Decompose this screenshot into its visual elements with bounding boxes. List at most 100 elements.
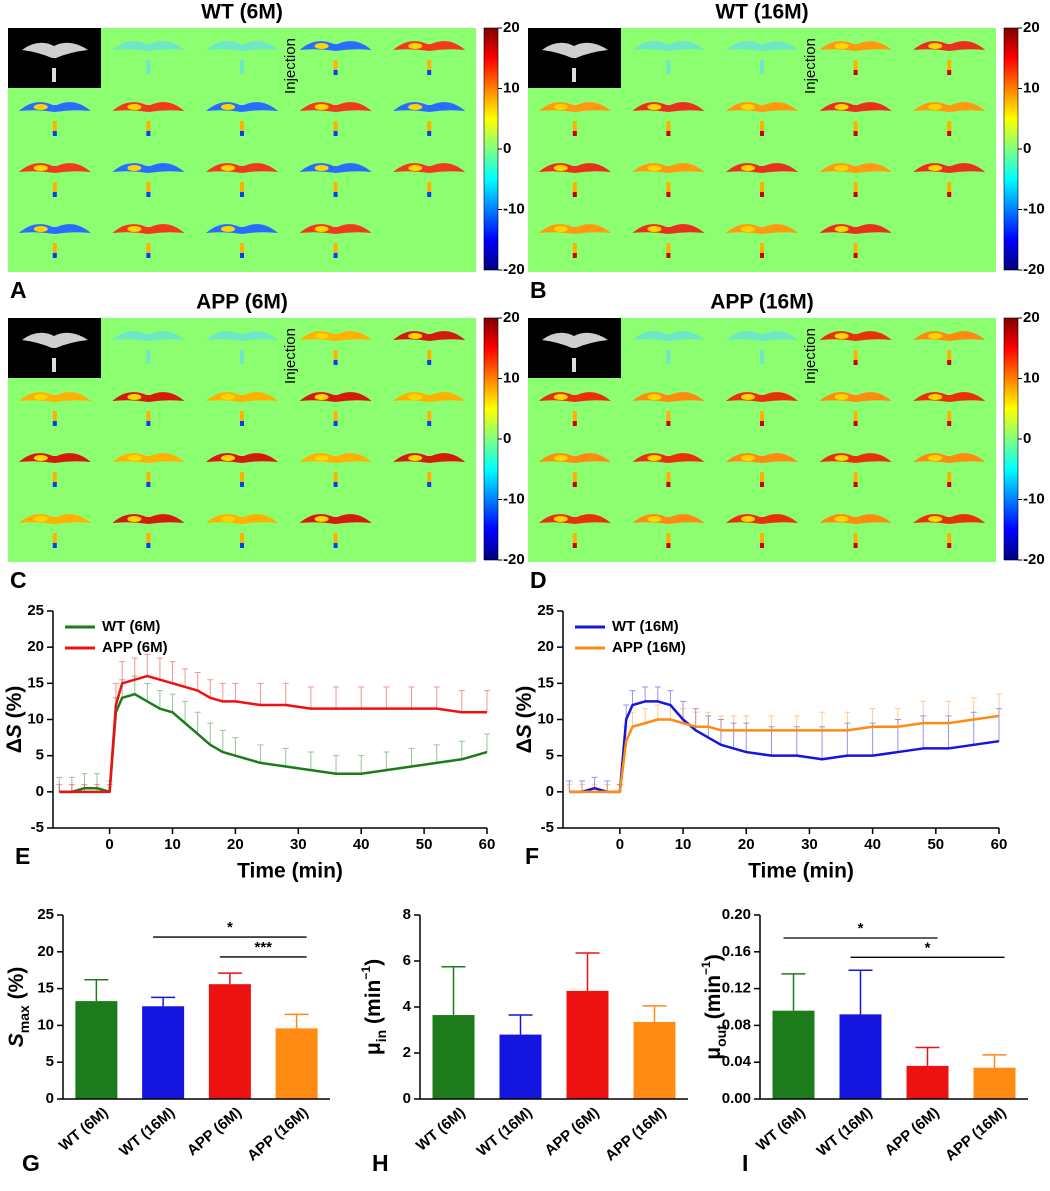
- error-bar: [408, 747, 415, 767]
- slice-spot: [408, 104, 423, 110]
- error-bar: [81, 773, 88, 789]
- error-bar: [717, 715, 724, 731]
- y-tick-label: 0: [46, 1090, 54, 1107]
- bar: [75, 1001, 118, 1099]
- error-bar: [819, 726, 826, 760]
- slice-stem: [240, 243, 244, 257]
- brain-slice: [726, 163, 798, 197]
- brain-slice: [819, 102, 892, 136]
- slice-stem-tip: [572, 253, 577, 258]
- panel-title: WT (16M): [715, 1, 808, 24]
- y-axis-label-part: S: [513, 724, 536, 738]
- brain-slice: [393, 102, 466, 136]
- brain-slice: [913, 514, 986, 548]
- slice-stem: [333, 533, 338, 547]
- axes: [419, 915, 688, 1100]
- error-bar: [654, 704, 661, 720]
- slice-stem-tip: [947, 543, 952, 548]
- slice-stem: [240, 182, 244, 196]
- y-tick-label: 8: [403, 906, 411, 923]
- legend-label: APP (6M): [102, 639, 168, 656]
- slice-spot: [647, 104, 662, 110]
- y-tick-label: 2: [403, 1044, 411, 1061]
- annotation: Injection: [282, 38, 299, 94]
- slice-stem: [52, 121, 57, 135]
- slice-stem: [947, 60, 952, 74]
- slice-stem: [427, 60, 432, 74]
- error-bar: [629, 711, 636, 727]
- error-bar: [207, 679, 214, 698]
- error-bar: [970, 711, 977, 745]
- data-line: [569, 700, 1000, 794]
- x-tick-label: WT (16M): [116, 1104, 178, 1160]
- slice-stem-tip: [333, 543, 338, 548]
- y-axis-label-part: (%): [5, 967, 28, 1006]
- brain-slice: [206, 41, 278, 74]
- x-tick-label: WT (6M): [413, 1104, 469, 1155]
- x-tick-label: 30: [290, 836, 307, 853]
- y-tick-label: 0.04: [722, 1053, 752, 1070]
- bar: [275, 1028, 318, 1099]
- x-tick-label: APP (6M): [881, 1104, 942, 1159]
- error-bar: [894, 719, 901, 753]
- error-bar: [743, 715, 750, 731]
- y-axis-label-part: −1: [699, 961, 713, 975]
- brain-slice: [206, 331, 278, 364]
- panel-label: B: [530, 277, 547, 303]
- y-tick-label: 0.00: [722, 1090, 751, 1107]
- panel-label: A: [10, 277, 27, 303]
- error-bar: [333, 755, 340, 774]
- slice-stem-tip: [572, 482, 577, 487]
- legend-label: WT (6M): [102, 618, 160, 635]
- slice-stem-tip: [240, 482, 244, 487]
- slice-stem-tip: [666, 131, 671, 136]
- error-bar: [182, 700, 189, 724]
- data-line: [569, 714, 1000, 794]
- error-bar: [232, 682, 239, 702]
- error-bar: [642, 708, 649, 724]
- error-bar: [433, 744, 440, 763]
- error-bar: [219, 682, 226, 702]
- anatomical-stem: [572, 358, 576, 372]
- error-bar: [383, 686, 390, 709]
- slice-spot: [834, 333, 849, 339]
- slice-spot: [314, 226, 329, 232]
- y-tick-label: 15: [37, 980, 54, 997]
- error-bar: [680, 700, 687, 720]
- slice-spot: [928, 516, 943, 522]
- error-bar: [996, 693, 1002, 716]
- error-bar: [182, 668, 189, 687]
- anatomical-stem: [52, 68, 56, 82]
- error-bars: [566, 693, 1002, 792]
- slice-spot: [741, 394, 755, 400]
- error-bar: [144, 653, 151, 677]
- slice-wing: [726, 41, 798, 51]
- slice-stem-tip: [52, 131, 57, 136]
- brain-slice: [726, 514, 798, 548]
- slice-stem: [427, 182, 432, 196]
- error-bar: [94, 773, 101, 789]
- error-bar: [578, 780, 585, 792]
- brain-slice: [632, 331, 705, 364]
- brain-slice: [206, 224, 278, 258]
- slice-stem: [333, 182, 338, 196]
- slice-stem: [333, 60, 338, 74]
- error-bar: [119, 661, 126, 684]
- error-bar: [591, 776, 598, 789]
- colorbar-tick-label: -10: [503, 200, 525, 217]
- brain-slice: [18, 102, 91, 136]
- brain-slice: [112, 392, 185, 426]
- slice-stem-tip: [240, 253, 244, 258]
- slice-stem-tip: [666, 421, 671, 426]
- brain-slice: [18, 453, 91, 487]
- slice-stem: [240, 350, 244, 364]
- y-axis-label-part: μ: [362, 1042, 385, 1055]
- slice-spot: [127, 104, 142, 110]
- slice-stem-tip: [947, 360, 952, 365]
- slice-stem: [666, 533, 671, 547]
- brain-slice: [538, 163, 611, 197]
- brain-slice: [632, 224, 705, 258]
- slice-spot: [33, 455, 48, 461]
- brain-slice: [538, 453, 611, 487]
- slice-spot: [834, 226, 849, 232]
